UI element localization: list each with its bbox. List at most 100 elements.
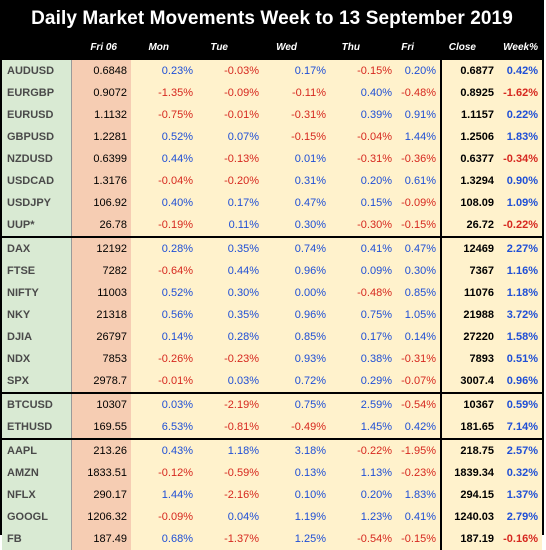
symbol-cell: BTCUSD (2, 394, 72, 416)
value-cell-week: 1.83% (498, 126, 542, 148)
value-cell-close: 7367 (440, 260, 498, 282)
value-cell-mon: -0.26% (131, 348, 197, 370)
value-cell-wed: 3.18% (263, 440, 330, 462)
value-cell-fri: -0.54% (396, 394, 440, 416)
value-cell-fri: -1.95% (396, 440, 440, 462)
symbol-cell: DJIA (2, 326, 72, 348)
value-cell-week: -0.22% (498, 214, 542, 236)
value-cell-fri06: 2978.7 (72, 370, 131, 392)
value-cell-close: 1.1157 (440, 104, 498, 126)
table-row: DJIA 26797 0.14% 0.28% 0.85% 0.17% 0.14% 27220 1… (2, 326, 542, 348)
symbol-cell: EURUSD (2, 104, 72, 126)
value-cell-fri: 1.83% (396, 484, 440, 506)
value-cell-thu: -0.54% (330, 528, 396, 550)
symbol-cell: GOOGL (2, 506, 72, 528)
header-wed: Wed (276, 42, 297, 53)
value-cell-wed: 1.25% (263, 528, 330, 550)
value-cell-wed: 1.19% (263, 506, 330, 528)
table-row: GBPUSD 1.2281 0.52% 0.07% -0.15% -0.04% 1.44% 1… (2, 126, 542, 148)
value-cell-mon: 0.52% (131, 282, 197, 304)
value-cell-close: 7893 (440, 348, 498, 370)
table-row: AMZN 1833.51 -0.12% -0.59% 0.13% 1.13% -0.23% 1… (2, 462, 542, 484)
value-cell-mon: -0.19% (131, 214, 197, 236)
value-cell-mon: -0.09% (131, 506, 197, 528)
value-cell-week: 1.18% (498, 282, 542, 304)
value-cell-week: -1.62% (498, 82, 542, 104)
symbol-cell: USDJPY (2, 192, 72, 214)
value-cell-fri06: 21318 (72, 304, 131, 326)
value-cell-fri06: 1.1132 (72, 104, 131, 126)
value-cell-mon: 6.53% (131, 416, 197, 438)
value-cell-wed: 0.30% (263, 214, 330, 236)
value-cell-wed: 0.17% (263, 60, 330, 82)
value-cell-wed: -0.11% (263, 82, 330, 104)
value-cell-mon: 0.03% (131, 394, 197, 416)
value-cell-wed: 0.47% (263, 192, 330, 214)
value-cell-close: 294.15 (440, 484, 498, 506)
value-cell-thu: 0.41% (330, 238, 396, 260)
value-cell-fri: 0.85% (396, 282, 440, 304)
value-cell-tue: 0.35% (197, 304, 263, 326)
table-row: NFLX 290.17 1.44% -2.16% 0.10% 0.20% 1.83% 294.… (2, 484, 542, 506)
symbol-cell: AMZN (2, 462, 72, 484)
value-cell-week: 2.27% (498, 238, 542, 260)
value-cell-wed: -0.49% (263, 416, 330, 438)
symbol-cell: FTSE (2, 260, 72, 282)
value-cell-fri: -0.23% (396, 462, 440, 484)
value-cell-fri06: 106.92 (72, 192, 131, 214)
value-cell-week: -0.16% (498, 528, 542, 550)
value-cell-fri: 0.30% (396, 260, 440, 282)
value-cell-tue: 0.30% (197, 282, 263, 304)
value-cell-mon: -0.12% (131, 462, 197, 484)
value-cell-tue: 0.28% (197, 326, 263, 348)
value-cell-wed: 0.00% (263, 282, 330, 304)
value-cell-thu: -0.15% (330, 60, 396, 82)
table-row: USDJPY 106.92 0.40% 0.17% 0.47% 0.15% -0.09% 10… (2, 192, 542, 214)
value-cell-thu: 0.09% (330, 260, 396, 282)
value-cell-close: 21988 (440, 304, 498, 326)
value-cell-fri06: 187.49 (72, 528, 131, 550)
value-cell-mon: 0.56% (131, 304, 197, 326)
value-cell-wed: 0.96% (263, 304, 330, 326)
header-fri06: Fri 06 (90, 42, 117, 53)
table-row: NZDUSD 0.6399 0.44% -0.13% 0.01% -0.31% -0.36%… (2, 148, 542, 170)
value-cell-fri06: 0.9072 (72, 82, 131, 104)
value-cell-fri06: 169.55 (72, 416, 131, 438)
value-cell-wed: 0.31% (263, 170, 330, 192)
value-cell-mon: 0.40% (131, 192, 197, 214)
value-cell-week: 0.90% (498, 170, 542, 192)
value-cell-fri06: 1206.32 (72, 506, 131, 528)
value-cell-tue: -0.23% (197, 348, 263, 370)
header-thu: Thu (341, 42, 360, 53)
value-cell-week: 0.96% (498, 370, 542, 392)
symbol-cell: SPX (2, 370, 72, 392)
header-week: Week% (503, 42, 538, 53)
symbol-cell: AUDUSD (2, 60, 72, 82)
symbol-cell: AAPL (2, 440, 72, 462)
value-cell-fri: 0.14% (396, 326, 440, 348)
value-cell-close: 12469 (440, 238, 498, 260)
value-cell-thu: 0.20% (330, 170, 396, 192)
table-row: AUDUSD 0.6848 0.23% -0.03% 0.17% -0.15% 0.20% 0… (2, 60, 542, 82)
value-cell-mon: 0.52% (131, 126, 197, 148)
value-cell-week: 0.42% (498, 60, 542, 82)
value-cell-tue: -0.20% (197, 170, 263, 192)
value-cell-close: 1839.34 (440, 462, 498, 484)
value-cell-mon: 0.23% (131, 60, 197, 82)
value-cell-fri06: 1833.51 (72, 462, 131, 484)
value-cell-thu: -0.22% (330, 440, 396, 462)
table-row: FTSE 7282 -0.64% 0.44% 0.96% 0.09% 0.30% 7367 1.… (2, 260, 542, 282)
value-cell-close: 27220 (440, 326, 498, 348)
table-row: UUP* 26.78 -0.19% 0.11% 0.30% -0.30% -0.15% 26.… (2, 214, 542, 236)
value-cell-fri06: 0.6848 (72, 60, 131, 82)
value-cell-fri06: 7282 (72, 260, 131, 282)
value-cell-close: 3007.4 (440, 370, 498, 392)
symbol-cell: NFLX (2, 484, 72, 506)
value-cell-week: 0.59% (498, 394, 542, 416)
value-cell-close: 10367 (440, 394, 498, 416)
value-cell-week: 0.51% (498, 348, 542, 370)
header-fri: Fri (401, 42, 414, 53)
symbol-cell: FB (2, 528, 72, 550)
value-cell-mon: 0.44% (131, 148, 197, 170)
table-row: EURUSD 1.1132 -0.75% -0.01% -0.31% 0.39% 0.91%… (2, 104, 542, 126)
